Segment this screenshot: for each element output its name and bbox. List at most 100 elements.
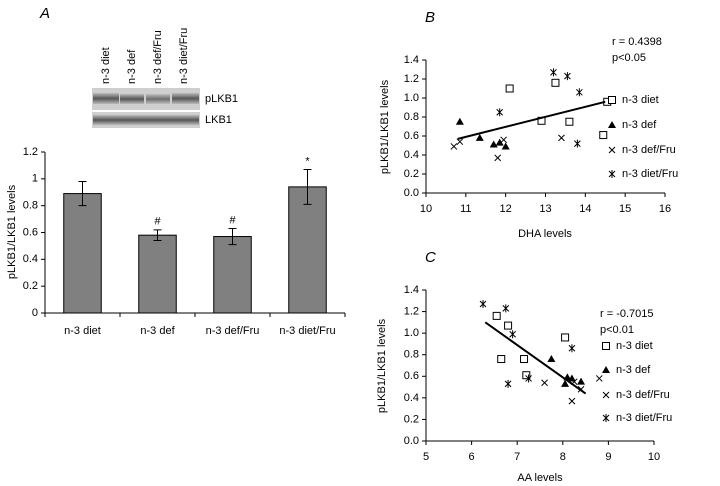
legend-marker [608, 96, 616, 104]
blot-lane-label: n-3 diet [100, 47, 112, 84]
y-tick-label: 0.8 [404, 111, 419, 123]
x-tick-label: 11 [460, 203, 471, 215]
annotation: r = 0.4398 [612, 36, 662, 48]
legend-label: n-3 diet [622, 94, 659, 106]
point [574, 139, 581, 148]
y-tick-label: 1.4 [404, 284, 419, 296]
y-axis-label: pLKB1/LKB1 levels [6, 184, 18, 279]
x-tick-label: n-3 diet/Fru [279, 325, 335, 337]
legend-marker [608, 146, 616, 154]
point [509, 330, 516, 339]
point [551, 78, 560, 87]
x-tick-label: 6 [469, 451, 475, 463]
legend-label: n-3 diet [616, 340, 653, 352]
error-bar [228, 227, 237, 246]
y-tick-label: 0.6 [404, 130, 419, 142]
x-tick-label: 16 [659, 203, 671, 215]
blot-band [172, 93, 199, 104]
panel-letter: B [425, 9, 435, 26]
y-tick-label: 1.0 [404, 327, 419, 339]
point [576, 88, 583, 97]
panel-letter: C [425, 249, 436, 266]
point [561, 379, 570, 387]
point [456, 138, 464, 146]
point [455, 117, 464, 125]
significance-marker: # [229, 214, 236, 226]
annotation: p<0.05 [612, 52, 646, 64]
trend-line [457, 100, 606, 140]
legend-marker [602, 391, 610, 399]
blot-lane-label: n-3 def/Fru [152, 30, 164, 84]
point [564, 72, 571, 81]
point [504, 321, 513, 330]
y-tick-label: 0.0 [404, 435, 419, 447]
legend-marker [608, 170, 616, 178]
point [475, 133, 484, 141]
error-bar [303, 168, 312, 205]
y-tick-label: 0.4 [404, 149, 419, 161]
legend-label: n-3 def/Fru [622, 144, 676, 156]
y-tick-label: 1.0 [404, 92, 419, 104]
legend-marker [602, 342, 610, 350]
significance-marker: * [305, 155, 310, 167]
point [558, 134, 565, 142]
x-tick-label: 14 [579, 203, 591, 215]
error-bar [153, 229, 162, 242]
blot-row-label: pLKB1 [205, 93, 238, 105]
legend-label: n-3 def/Fru [616, 389, 670, 401]
x-tick-label: 8 [560, 451, 566, 463]
y-tick-label: 0.8 [23, 200, 38, 212]
point [505, 84, 514, 93]
point [502, 304, 510, 313]
y-tick-label: 0.4 [404, 392, 419, 404]
legend-marker [602, 414, 610, 422]
blot-band [93, 115, 199, 125]
point [577, 377, 586, 385]
legend-label: n-3 def [616, 364, 651, 376]
y-axis-label: pLKB1/LKB1 levels [379, 79, 391, 174]
y-tick-label: 0 [32, 307, 38, 319]
x-tick-label: 13 [539, 203, 551, 215]
blot-band [120, 94, 144, 104]
point [479, 300, 487, 309]
y-tick-label: 0.2 [404, 168, 419, 180]
point [504, 379, 512, 388]
blot-lane-label: n-3 def [126, 49, 138, 84]
legend-label: n-3 def [622, 119, 657, 131]
point [450, 143, 458, 150]
point [489, 140, 498, 148]
annotation: p<0.01 [600, 324, 634, 336]
annotation: r = -0.7015 [600, 308, 654, 320]
x-tick-label: 9 [605, 451, 611, 463]
y-tick-label: 1.2 [404, 73, 419, 85]
y-tick-label: 0.6 [23, 226, 38, 238]
point [547, 355, 556, 363]
trend-line [484, 321, 587, 395]
panel-letter: A [39, 5, 50, 22]
x-axis-label: DHA levels [518, 228, 572, 240]
y-tick-label: 1.4 [404, 54, 419, 66]
x-tick-label: 7 [514, 451, 520, 463]
bar [138, 234, 177, 314]
y-axis-label: pLKB1/LKB1 levels [376, 318, 388, 413]
blot-band [93, 93, 119, 104]
significance-marker: # [154, 216, 161, 228]
point [501, 142, 510, 150]
point [496, 108, 504, 117]
x-tick-label: n-3 def/Fru [206, 325, 260, 337]
y-tick-label: 0.0 [404, 187, 419, 199]
y-tick-label: 1 [32, 173, 38, 185]
legend-label: n-3 diet/Fru [616, 412, 672, 424]
x-tick-label: 15 [619, 203, 631, 215]
point [561, 333, 570, 342]
x-axis-label: AA levels [517, 472, 563, 484]
point [541, 379, 548, 387]
legend-label: n-3 diet/Fru [622, 168, 678, 180]
point [567, 374, 576, 382]
point [497, 355, 506, 364]
y-tick-label: 0.2 [404, 413, 419, 425]
point [520, 355, 529, 364]
point [599, 131, 608, 140]
bar [63, 193, 102, 314]
x-tick-label: 10 [648, 451, 660, 463]
